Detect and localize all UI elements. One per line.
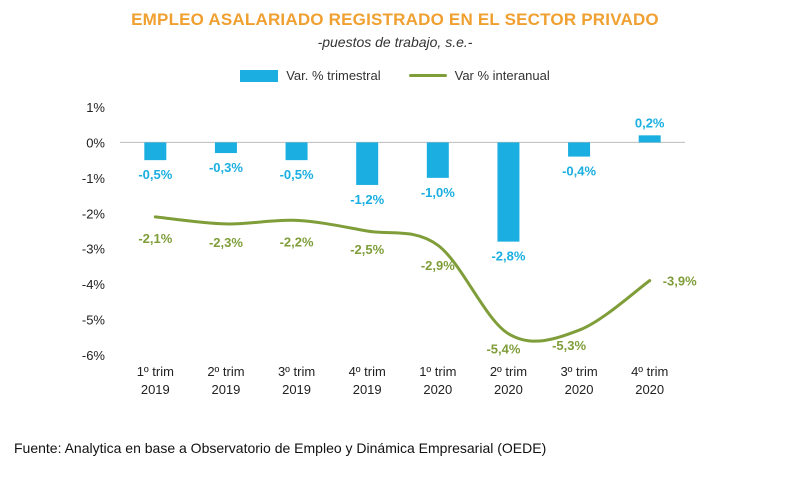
line-data-label: -2,2%: [280, 234, 314, 249]
bar: [356, 142, 379, 185]
y-tick-label: 0%: [86, 135, 105, 150]
bar-data-label: -2,8%: [491, 249, 525, 264]
line-data-label: -2,3%: [209, 235, 243, 250]
bar: [214, 142, 237, 154]
legend-line-swatch: [408, 74, 447, 77]
chart-subtitle: -puestos de trabajo, s.e.-: [317, 34, 473, 50]
y-tick-label: -2%: [82, 206, 106, 221]
legend-label-interanual: Var % interanual: [454, 68, 550, 83]
legend-label-trimestral: Var. % trimestral: [286, 68, 381, 83]
legend: Var. % trimestral Var % interanual: [0, 68, 790, 83]
x-tick-label: 1º trim: [419, 364, 456, 379]
x-tick-label-year: 2019: [141, 382, 170, 397]
x-tick-label: 2º trim: [490, 364, 527, 379]
line-data-label: -5,3%: [552, 338, 586, 353]
x-tick-label-year: 2020: [565, 382, 594, 397]
bar-data-label: -0,4%: [562, 164, 596, 179]
x-tick-label-year: 2019: [353, 382, 382, 397]
bar: [144, 142, 167, 161]
legend-item-interanual: Var % interanual: [408, 68, 550, 83]
bar: [426, 142, 449, 178]
source-note: Fuente: Analytica en base a Observatorio…: [14, 440, 547, 456]
bar-data-label: -1,2%: [350, 192, 384, 207]
bar-data-label: -0,5%: [280, 167, 314, 182]
y-tick-label: -3%: [82, 242, 106, 257]
x-tick-label-year: 2020: [423, 382, 452, 397]
chart-title: EMPLEO ASALARIADO REGISTRADO EN EL SECTO…: [131, 10, 659, 29]
line-series-interanual: [153, 215, 652, 343]
bar-data-label: -0,3%: [209, 160, 243, 175]
x-tick-label-year: 2020: [494, 382, 523, 397]
y-tick-label: -5%: [82, 313, 106, 328]
line-data-label: -3,9%: [663, 274, 697, 289]
y-tick-label: 1%: [86, 100, 105, 115]
x-tick-label-year: 2019: [211, 382, 240, 397]
x-tick-label: 2º trim: [207, 364, 244, 379]
bar-data-label: 0,2%: [635, 115, 665, 130]
bar: [638, 135, 661, 143]
y-tick-label: -1%: [82, 171, 106, 186]
legend-item-trimestral: Var. % trimestral: [240, 68, 381, 83]
x-tick-label: 4º trim: [349, 364, 386, 379]
bar-data-label: -0,5%: [138, 167, 172, 182]
bar: [497, 142, 520, 242]
x-tick-label: 3º trim: [560, 364, 597, 379]
line-data-label: -5,4%: [486, 342, 520, 357]
x-tick-label: 1º trim: [137, 364, 174, 379]
bar: [568, 142, 591, 157]
x-tick-label-year: 2019: [282, 382, 311, 397]
line-data-label: -2,1%: [138, 231, 172, 246]
line-data-label: -2,5%: [350, 242, 384, 257]
legend-bar-swatch: [240, 69, 279, 82]
x-tick-label: 3º trim: [278, 364, 315, 379]
bar: [285, 142, 308, 161]
x-tick-label-year: 2020: [635, 382, 664, 397]
line-data-label: -2,9%: [421, 258, 455, 273]
bar-data-label: -1,0%: [421, 185, 455, 200]
x-tick-label: 4º trim: [631, 364, 668, 379]
y-tick-label: -4%: [82, 277, 106, 292]
y-tick-label: -6%: [82, 348, 106, 363]
